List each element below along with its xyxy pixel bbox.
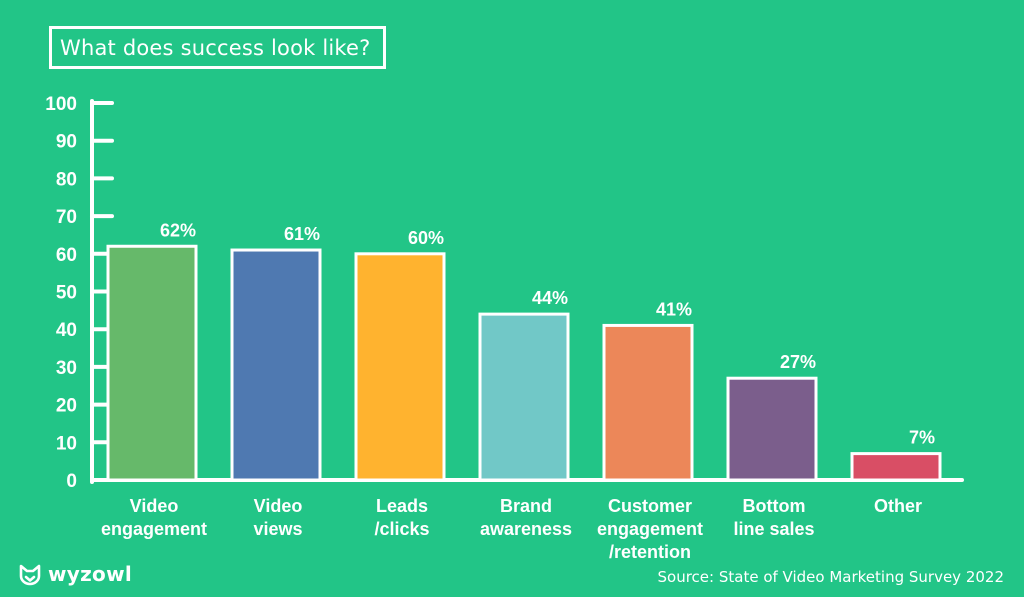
bar-value-label: 7% bbox=[909, 428, 935, 448]
chart-title: What does success look like? bbox=[49, 26, 386, 69]
bar bbox=[478, 312, 570, 482]
bar-value-label: 44% bbox=[532, 288, 568, 308]
category-label: /clicks bbox=[374, 519, 429, 539]
category-label: awareness bbox=[480, 519, 572, 539]
y-tick-label: 0 bbox=[66, 471, 77, 492]
y-tick-label: 60 bbox=[56, 245, 77, 266]
y-tick-label: 10 bbox=[56, 433, 77, 454]
category-label: Brand bbox=[500, 496, 552, 516]
bar-value-label: 61% bbox=[284, 224, 320, 244]
y-tick-label: 50 bbox=[56, 283, 77, 304]
y-tick-label: 80 bbox=[56, 169, 77, 190]
bar bbox=[602, 323, 694, 482]
category-label: Video bbox=[130, 496, 179, 516]
bar bbox=[230, 248, 322, 482]
y-tick-label: 90 bbox=[56, 132, 77, 153]
bar bbox=[354, 252, 446, 482]
brand-logo: wyzowl bbox=[18, 562, 132, 586]
y-tick-label: 70 bbox=[56, 207, 77, 228]
labels: 62% Video engagement 61% Video views 60% Leads /… bbox=[101, 220, 935, 562]
category-label: engagement bbox=[101, 519, 207, 539]
category-label: Bottom bbox=[743, 496, 806, 516]
bar-value-label: 60% bbox=[408, 228, 444, 248]
brand-name: wyzowl bbox=[48, 562, 133, 586]
bars bbox=[106, 244, 942, 482]
bar bbox=[726, 376, 818, 482]
wyzowl-owl-icon bbox=[19, 564, 41, 586]
category-label: Leads bbox=[376, 496, 428, 516]
y-tick-label: 20 bbox=[56, 396, 77, 417]
bar-value-label: 41% bbox=[656, 299, 692, 319]
y-tick-label: 30 bbox=[56, 358, 77, 379]
category-label: Customer bbox=[608, 496, 692, 516]
category-label: /retention bbox=[609, 542, 691, 562]
bar bbox=[850, 452, 942, 482]
source-note: Source: State of Video Marketing Survey … bbox=[657, 568, 1004, 586]
bar-value-label: 62% bbox=[160, 220, 196, 240]
y-tick-label: 100 bbox=[45, 94, 77, 115]
category-label: Other bbox=[874, 496, 922, 516]
y-tick-label: 40 bbox=[56, 320, 77, 341]
bar-value-label: 27% bbox=[780, 352, 816, 372]
category-label: engagement bbox=[597, 519, 703, 539]
category-label: views bbox=[253, 519, 302, 539]
bar bbox=[106, 244, 198, 482]
category-label: line sales bbox=[733, 519, 814, 539]
category-label: Video bbox=[254, 496, 303, 516]
